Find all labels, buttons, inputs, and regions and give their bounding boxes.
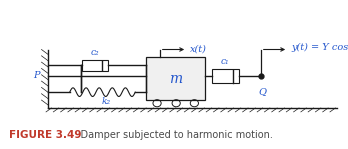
Text: y(t) = Y cos ωt: y(t) = Y cos ωt: [292, 43, 348, 52]
Text: FIGURE 3.49: FIGURE 3.49: [9, 130, 81, 140]
Text: k₂: k₂: [102, 97, 111, 106]
Text: P: P: [33, 71, 39, 80]
Text: Damper subjected to harmonic motion.: Damper subjected to harmonic motion.: [68, 130, 273, 140]
Bar: [212, 69, 239, 83]
Text: Q: Q: [259, 87, 267, 96]
Text: m: m: [169, 72, 182, 86]
Text: x(t): x(t): [190, 45, 207, 54]
Text: c₁: c₁: [221, 57, 230, 66]
Bar: [146, 57, 205, 100]
Bar: [82, 60, 108, 71]
Text: c₂: c₂: [91, 48, 100, 57]
